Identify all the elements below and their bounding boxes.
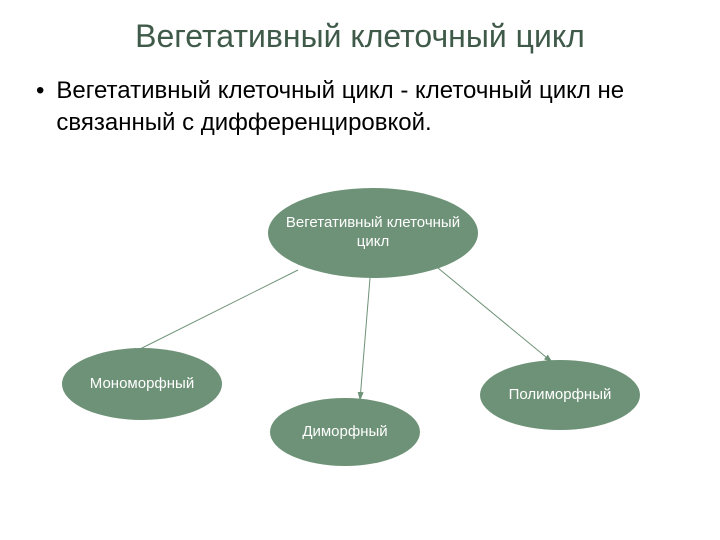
edge-root-poly [438, 268, 552, 362]
edge-root-mono [130, 270, 298, 354]
diagram-edges [0, 0, 720, 540]
edge-root-di [360, 278, 370, 400]
